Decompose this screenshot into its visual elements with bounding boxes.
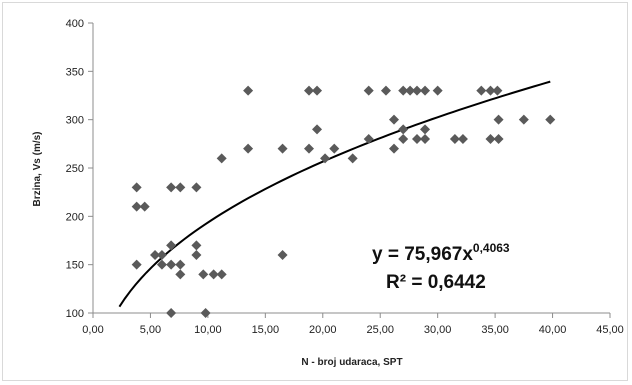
data-point — [191, 240, 202, 251]
trendline — [118, 80, 551, 308]
data-point — [243, 143, 254, 154]
x-tick-label: 0,00 — [82, 324, 103, 336]
data-point — [277, 250, 288, 260]
y-tick-label: 100 — [66, 308, 84, 320]
data-point — [243, 85, 254, 96]
chart-frame — [2, 2, 628, 381]
data-point — [166, 182, 177, 193]
x-tick-label: 15,00 — [252, 324, 280, 336]
x-tick-label: 5,00 — [140, 324, 161, 336]
x-tick-label: 25,00 — [366, 324, 394, 336]
x-tick-label: 45,00 — [596, 324, 624, 336]
x-tick-label: 30,00 — [424, 324, 452, 336]
data-point — [131, 259, 142, 270]
data-point — [363, 134, 374, 144]
data-point — [191, 250, 202, 260]
axes — [88, 22, 611, 318]
data-point — [493, 134, 504, 144]
data-point — [457, 134, 468, 144]
data-point — [405, 85, 416, 96]
data-point — [389, 143, 400, 154]
r-squared: R² = 0,6442 — [386, 272, 486, 293]
y-tick-label: 250 — [66, 163, 84, 175]
data-points — [131, 85, 556, 318]
data-point — [449, 134, 460, 144]
data-point — [485, 85, 496, 96]
data-point — [175, 182, 186, 193]
data-point — [398, 85, 409, 96]
data-point — [166, 308, 177, 318]
data-point — [411, 134, 422, 144]
data-point — [329, 143, 340, 154]
data-point — [150, 250, 161, 260]
data-point — [389, 114, 400, 125]
data-point — [411, 85, 422, 96]
x-axis-title: N - broj udaraca, SPT — [301, 357, 402, 368]
data-point — [312, 124, 323, 135]
x-tick-labels: 0,00 5,00 10,00 15,00 20,00 25,00 30,00 35,00 40… — [82, 324, 623, 336]
data-point — [380, 85, 391, 96]
data-point — [166, 259, 177, 270]
data-point — [420, 134, 431, 144]
data-point — [216, 269, 227, 280]
data-point — [200, 308, 211, 318]
data-point — [420, 85, 431, 96]
data-point — [208, 269, 219, 280]
x-tick-label: 20,00 — [309, 324, 337, 336]
data-point — [131, 201, 142, 212]
trendline-equation-base: y = 75,967x — [372, 244, 473, 265]
data-point — [166, 240, 177, 251]
data-point — [216, 153, 227, 164]
data-point — [398, 134, 409, 144]
data-point — [303, 85, 314, 96]
data-point — [156, 259, 167, 270]
data-point — [347, 153, 358, 164]
data-point — [139, 201, 150, 212]
x-tick-label: 35,00 — [481, 324, 509, 336]
data-point — [175, 259, 186, 270]
data-point — [191, 182, 202, 193]
y-axis-title: Brzina, Vs (m/s) — [32, 131, 43, 206]
y-tick-label: 400 — [66, 18, 84, 30]
data-point — [432, 85, 443, 96]
data-point — [485, 134, 496, 144]
data-point — [277, 143, 288, 154]
data-point — [476, 85, 487, 96]
x-tick-label: 40,00 — [539, 324, 567, 336]
data-point — [156, 250, 167, 260]
data-point — [398, 124, 409, 135]
y-tick-label: 350 — [66, 66, 84, 78]
data-point — [303, 143, 314, 154]
data-point — [320, 153, 331, 164]
data-point — [363, 85, 374, 96]
data-point — [493, 114, 504, 125]
data-point — [420, 124, 431, 135]
y-tick-labels: 100 150 200 250 300 350 400 — [66, 18, 84, 320]
trendline-equation-exponent: 0,4063 — [473, 241, 510, 255]
data-point — [545, 114, 556, 125]
y-tick-label: 150 — [66, 260, 84, 272]
x-tick-label: 10,00 — [194, 324, 222, 336]
y-tick-label: 200 — [66, 211, 84, 223]
trendline-equation: y = 75,967x0,4063 — [372, 241, 510, 265]
data-point — [518, 114, 529, 125]
data-point — [131, 182, 142, 193]
data-point — [492, 85, 503, 96]
data-point — [175, 269, 186, 280]
y-tick-label: 300 — [66, 115, 84, 127]
data-point — [198, 269, 209, 280]
data-point — [312, 85, 323, 96]
